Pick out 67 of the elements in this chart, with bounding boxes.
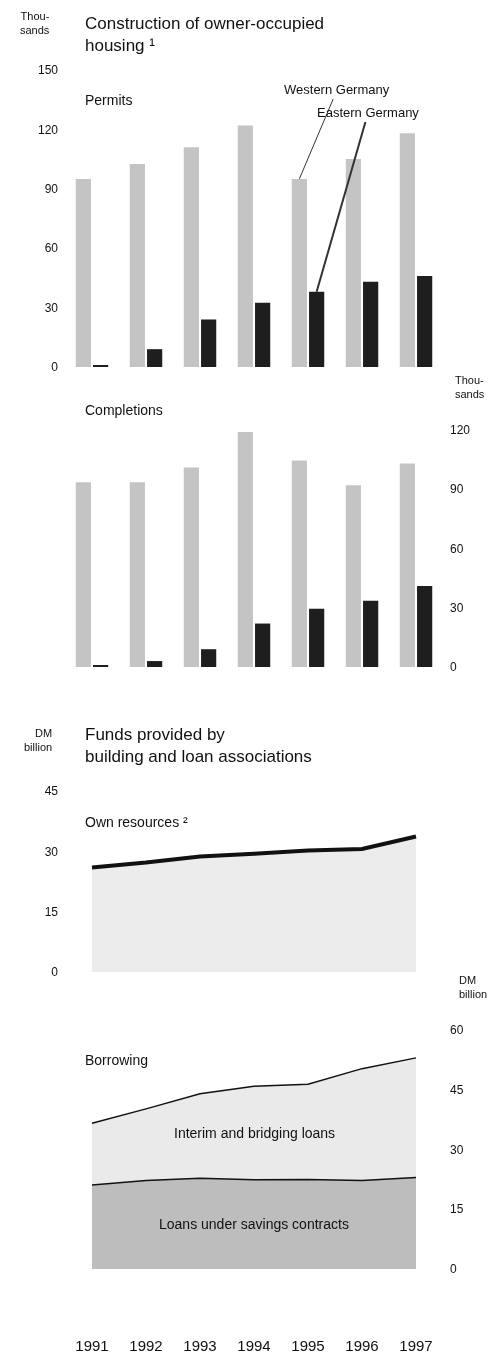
- bar: [129, 164, 145, 367]
- bar: [75, 482, 91, 667]
- bar: [291, 460, 307, 667]
- bar: [309, 608, 325, 667]
- y-tick-label: 0: [51, 965, 59, 980]
- x-tick-label: 1997: [399, 1337, 433, 1354]
- bar: [399, 133, 415, 367]
- x-tick-label: 1991: [75, 1337, 109, 1354]
- bar: [345, 485, 361, 667]
- text: Permits: [85, 92, 133, 108]
- y-axis-title: Thou- sands: [455, 374, 485, 401]
- series-label: Interim and bridging loans: [174, 1125, 336, 1141]
- chart-subtitle: Completions: [85, 402, 163, 418]
- bar: [255, 302, 271, 367]
- text: Own resources ²: [85, 814, 189, 830]
- bar: [147, 349, 163, 367]
- y-tick-label: 0: [51, 360, 59, 375]
- y-tick-label: 90: [44, 182, 59, 196]
- y-tick-label: 15: [450, 1202, 464, 1217]
- bar: [399, 463, 415, 667]
- y-tick-label: 45: [450, 1082, 464, 1097]
- y-tick-label: 0: [450, 1262, 457, 1277]
- bar: [201, 319, 217, 367]
- bar: [183, 147, 199, 367]
- bar: [345, 159, 361, 367]
- bar: [201, 649, 217, 667]
- y-tick-label: 60: [450, 1023, 464, 1038]
- y-tick-label: 90: [450, 482, 464, 497]
- x-tick-label: 1995: [291, 1337, 325, 1354]
- text: Western Germany: [284, 82, 390, 97]
- bar: [183, 467, 199, 667]
- y-tick-label: 150: [37, 63, 59, 78]
- bar: [417, 586, 433, 667]
- y-tick-label: 60: [450, 541, 464, 556]
- bar: [363, 281, 379, 367]
- y-axis-title: Thou- sands: [20, 10, 50, 37]
- bar: [309, 291, 325, 367]
- bar: [417, 275, 433, 367]
- chart-title: Construction of owner-occupied housing ¹: [85, 14, 325, 56]
- y-axis-title: DM billion: [459, 974, 488, 1001]
- x-tick-label: 1994: [237, 1337, 271, 1354]
- bar: [237, 431, 253, 667]
- y-tick-label: 30: [450, 1142, 464, 1157]
- y-tick-label: 60: [44, 241, 59, 256]
- bar: [363, 600, 379, 667]
- y-tick-label: 120: [37, 122, 59, 137]
- bar: [147, 661, 163, 667]
- y-tick-label: 15: [44, 904, 59, 919]
- y-tick-label: 45: [44, 784, 59, 799]
- bar: [129, 482, 145, 667]
- series-label: Loans under savings contracts: [159, 1216, 349, 1232]
- y-tick-label: 120: [450, 423, 471, 438]
- x-tick-label: 1992: [129, 1337, 163, 1354]
- x-tick-label: 1993: [183, 1337, 217, 1354]
- bar: [237, 125, 253, 367]
- y-tick-label: 30: [44, 300, 59, 315]
- text: Borrowing: [85, 1052, 149, 1068]
- text: Eastern Germany: [317, 105, 420, 120]
- x-tick-label: 1996: [345, 1337, 379, 1354]
- bar: [291, 178, 307, 367]
- y-axis-title: DM billion: [24, 727, 53, 754]
- bar: [75, 178, 91, 367]
- y-tick-label: 30: [450, 600, 464, 615]
- bar: [255, 623, 271, 667]
- y-tick-label: 30: [44, 844, 59, 859]
- y-tick-label: 0: [450, 660, 457, 675]
- chart-title: Funds provided by building and loan associations: [85, 725, 312, 767]
